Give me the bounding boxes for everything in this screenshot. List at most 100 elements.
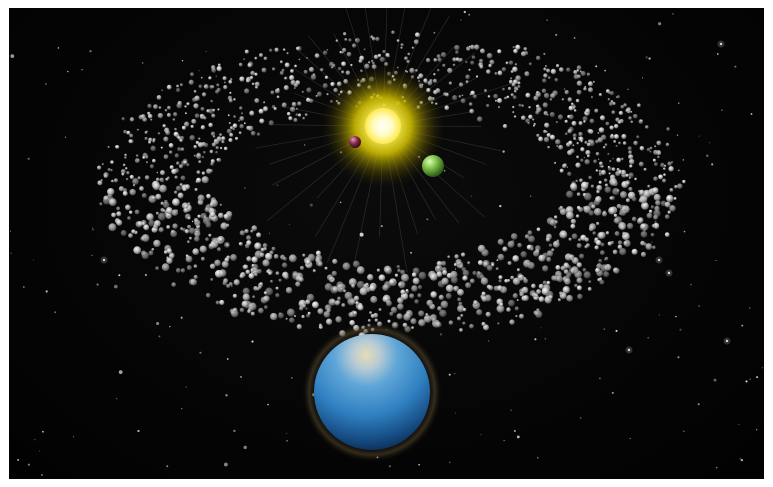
asteroid xyxy=(458,82,464,87)
asteroid xyxy=(536,289,542,295)
asteroid xyxy=(429,314,437,322)
asteroid xyxy=(473,300,478,305)
asteroid xyxy=(444,105,450,111)
asteroid xyxy=(129,174,134,180)
asteroid xyxy=(612,187,620,196)
asteroid xyxy=(351,283,356,288)
asteroid xyxy=(619,247,627,256)
asteroid xyxy=(166,225,171,229)
asteroid xyxy=(166,112,171,118)
asteroid xyxy=(631,216,637,222)
asteroid xyxy=(479,58,484,63)
background-star xyxy=(294,315,296,317)
asteroid xyxy=(188,278,196,286)
asteroid xyxy=(578,121,583,126)
asteroid xyxy=(261,67,267,73)
asteroid xyxy=(462,307,467,312)
asteroid xyxy=(585,108,591,114)
asteroid xyxy=(607,153,610,156)
asteroid xyxy=(318,323,323,327)
asteroid xyxy=(203,116,207,120)
asteroid xyxy=(497,98,503,104)
asteroid xyxy=(251,225,258,231)
asteroid xyxy=(512,95,517,100)
background-star xyxy=(715,466,718,469)
asteroid xyxy=(575,179,579,183)
asteroid xyxy=(555,64,560,68)
asteroid xyxy=(610,195,616,201)
asteroid xyxy=(619,191,628,199)
asteroid xyxy=(608,206,616,215)
asteroid xyxy=(140,250,147,256)
asteroid xyxy=(232,307,238,313)
asteroid xyxy=(520,115,526,121)
asteroid xyxy=(576,89,582,95)
asteroid xyxy=(543,136,550,143)
asteroid xyxy=(254,81,260,87)
asteroid xyxy=(667,210,671,214)
asteroid xyxy=(263,295,270,302)
asteroid xyxy=(210,278,214,281)
asteroid xyxy=(588,139,592,143)
asteroid xyxy=(674,184,678,189)
asteroid xyxy=(228,138,233,143)
asteroid xyxy=(151,196,156,200)
asteroid xyxy=(153,239,161,248)
background-star xyxy=(739,458,741,460)
background-star xyxy=(658,314,661,316)
asteroid xyxy=(273,107,277,111)
asteroid xyxy=(286,112,291,116)
asteroid xyxy=(331,66,334,69)
asteroid xyxy=(528,62,532,66)
asteroid xyxy=(599,115,606,121)
asteroid xyxy=(150,145,156,152)
background-star xyxy=(410,251,413,254)
asteroid xyxy=(301,314,305,319)
asteroid xyxy=(655,200,661,206)
asteroid xyxy=(297,113,302,117)
asteroid xyxy=(259,53,263,58)
asteroid xyxy=(555,139,561,145)
asteroid xyxy=(291,102,297,107)
asteroid xyxy=(168,252,175,259)
asteroid xyxy=(218,237,223,242)
asteroid xyxy=(454,254,459,259)
asteroid xyxy=(200,106,205,111)
asteroid xyxy=(162,124,166,128)
asteroid xyxy=(573,137,577,140)
background-star xyxy=(92,227,94,229)
asteroid xyxy=(210,159,215,164)
asteroid xyxy=(588,130,592,134)
asteroid xyxy=(595,196,602,203)
asteroid xyxy=(123,129,128,134)
asteroid xyxy=(535,110,540,115)
asteroid xyxy=(250,311,255,316)
asteroid xyxy=(653,193,661,201)
asteroid xyxy=(595,239,602,246)
asteroid xyxy=(323,310,331,318)
asteroid xyxy=(593,159,597,164)
background-star xyxy=(45,83,47,85)
asteroid xyxy=(145,161,149,164)
asteroid xyxy=(371,61,375,65)
asteroid xyxy=(627,191,636,200)
asteroid xyxy=(640,251,647,258)
asteroid xyxy=(254,98,260,104)
asteroid xyxy=(435,321,442,328)
asteroid xyxy=(597,137,603,143)
asteroid xyxy=(608,172,611,175)
asteroid xyxy=(575,162,581,168)
asteroid xyxy=(211,113,216,118)
asteroid xyxy=(509,319,515,325)
asteroid xyxy=(457,316,461,321)
asteroid xyxy=(507,278,511,283)
asteroid xyxy=(468,68,471,72)
asteroid xyxy=(513,86,519,91)
asteroid xyxy=(344,291,353,300)
background-star xyxy=(27,463,30,466)
asteroid xyxy=(512,255,520,262)
asteroid xyxy=(172,223,178,229)
background-star xyxy=(564,88,566,90)
asteroid xyxy=(575,214,580,218)
background-star xyxy=(497,322,500,325)
